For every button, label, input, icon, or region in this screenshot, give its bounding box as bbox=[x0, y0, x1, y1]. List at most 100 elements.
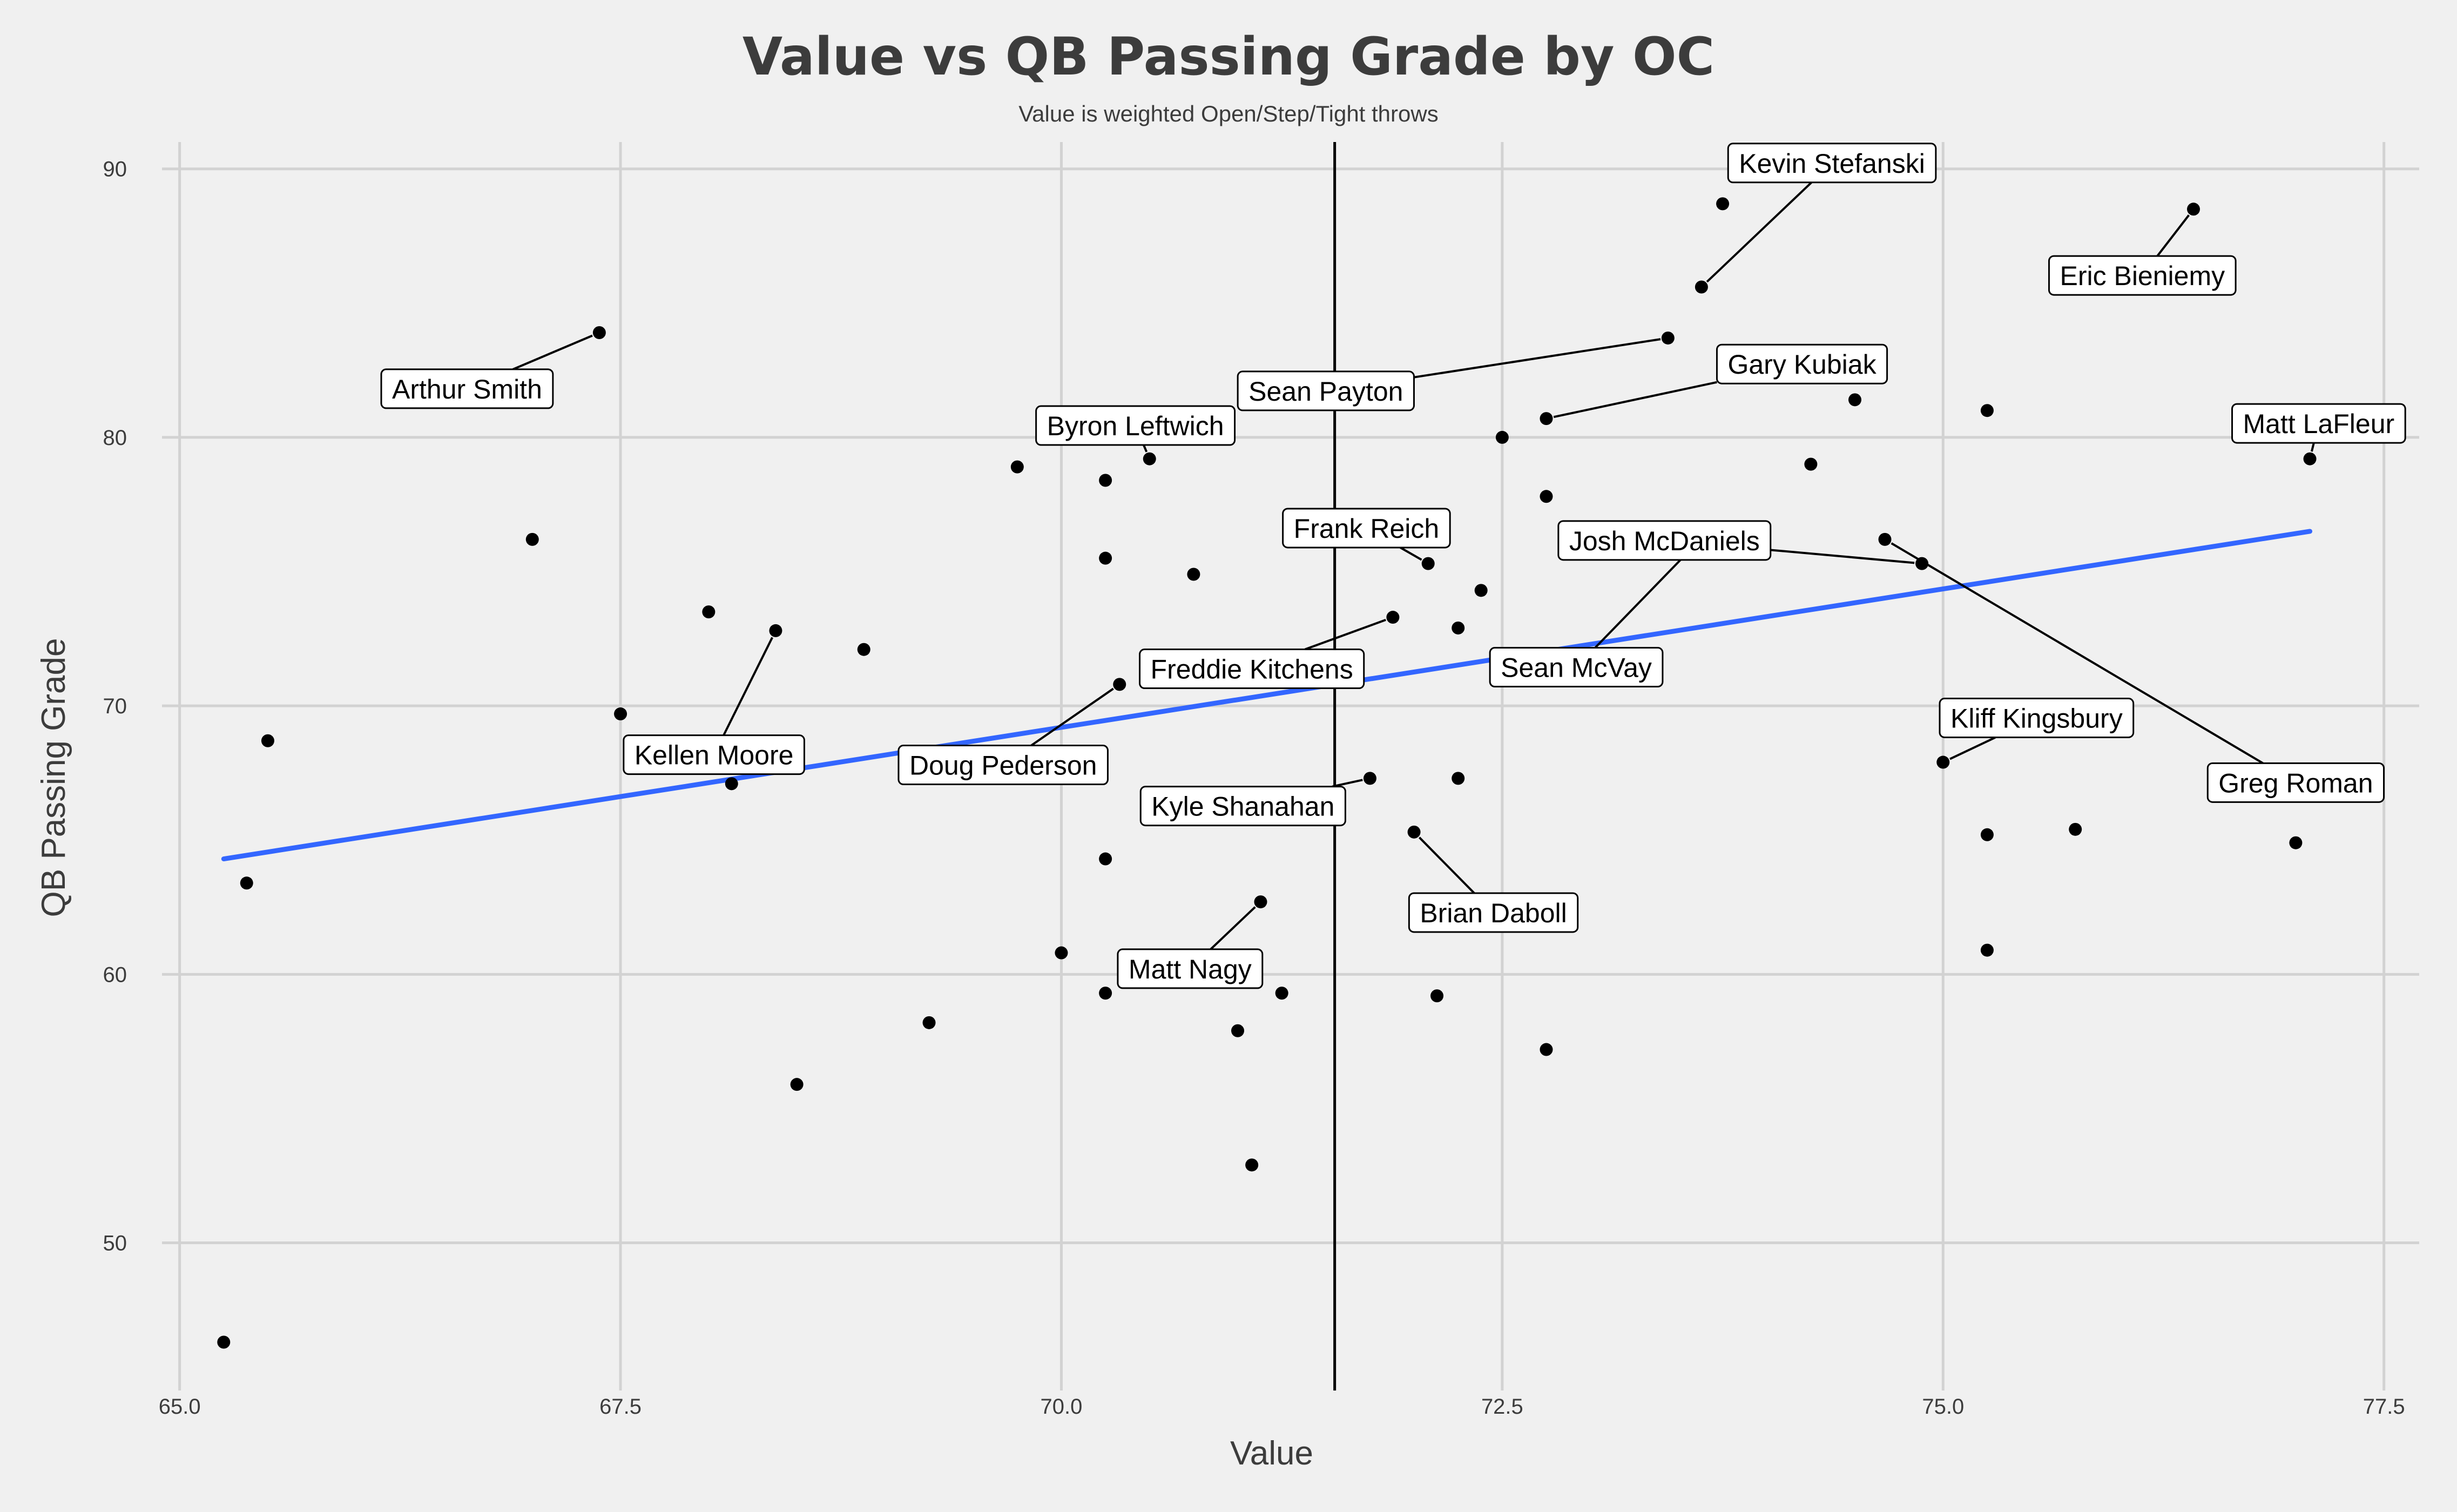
label-leader-line bbox=[1030, 687, 1114, 747]
point-label-box bbox=[1117, 948, 1264, 989]
data-point bbox=[769, 624, 782, 637]
data-point bbox=[857, 643, 870, 656]
x-tick-label: 75.0 bbox=[1922, 1395, 1964, 1419]
data-point bbox=[1099, 987, 1112, 1000]
data-point bbox=[1099, 852, 1112, 866]
y-tick-label: 50 bbox=[103, 1232, 127, 1256]
data-point bbox=[1804, 457, 1818, 471]
data-point bbox=[1407, 825, 1421, 839]
label-leader-line bbox=[1414, 338, 1661, 379]
data-point bbox=[1363, 772, 1376, 785]
point-label: Brian Daboll bbox=[1408, 892, 1579, 933]
label-leader-line bbox=[1332, 779, 1363, 788]
data-point bbox=[1187, 568, 1200, 581]
y-tick-label: 90 bbox=[103, 158, 127, 181]
point-label-text: Gary Kubiak bbox=[1727, 349, 1877, 380]
data-point bbox=[217, 1335, 231, 1349]
point-label-text: Sean McVay bbox=[1501, 653, 1652, 683]
label-leader-line bbox=[1143, 444, 1148, 453]
data-point bbox=[725, 777, 738, 791]
x-tick-label: 65.0 bbox=[159, 1395, 201, 1419]
data-point bbox=[1452, 621, 1465, 634]
point-label: Freddie Kitchens bbox=[1139, 649, 1365, 690]
x-axis-title: Value bbox=[1230, 1435, 1313, 1472]
point-label-text: Brian Daboll bbox=[1420, 898, 1567, 928]
point-label: Kyle Shanahan bbox=[1139, 786, 1346, 827]
point-label-text: Matt LaFleur bbox=[2243, 409, 2395, 439]
data-point bbox=[1474, 584, 1488, 597]
point-label-box bbox=[1035, 405, 1236, 446]
label-leader-lines bbox=[512, 181, 2315, 950]
label-leader-line bbox=[1553, 381, 1717, 418]
data-point bbox=[1143, 452, 1156, 465]
data-point bbox=[261, 734, 274, 747]
data-point bbox=[2289, 836, 2303, 849]
data-point bbox=[1055, 946, 1068, 960]
data-point bbox=[1980, 828, 1994, 841]
data-point bbox=[525, 532, 539, 546]
point-label-text: Kevin Stefanski bbox=[1739, 148, 1925, 179]
point-label-text: Kyle Shanahan bbox=[1151, 792, 1334, 822]
point-labels: Kevin Stefanski Eric Bieniemy Arthur Smith… bbox=[380, 143, 2406, 989]
label-leader-line bbox=[1891, 542, 2264, 765]
label-leader-line bbox=[2310, 442, 2315, 452]
data-point bbox=[1386, 611, 1400, 624]
label-leader-line bbox=[1210, 906, 1256, 950]
data-point bbox=[1275, 987, 1288, 1000]
data-point bbox=[1113, 678, 1126, 691]
point-label-box bbox=[1408, 892, 1579, 933]
point-label-box bbox=[380, 368, 554, 409]
data-point bbox=[1231, 1024, 1245, 1037]
x-tick-label: 70.0 bbox=[1041, 1395, 1083, 1419]
label-leader-line bbox=[1594, 557, 1683, 649]
data-point bbox=[1695, 280, 1708, 294]
point-label-box bbox=[897, 745, 1109, 786]
point-label: Josh McDaniels bbox=[1557, 520, 1772, 561]
data-point bbox=[1245, 1158, 1259, 1172]
data-point bbox=[1915, 557, 1929, 570]
point-label: Kliff Kingsbury bbox=[1939, 698, 2135, 739]
data-point bbox=[922, 1016, 936, 1029]
label-leader-line bbox=[723, 637, 773, 736]
data-point bbox=[1878, 532, 1892, 546]
chart-subtitle: Value is weighted Open/Step/Tight throws bbox=[1018, 101, 1438, 126]
data-point bbox=[1716, 197, 1730, 211]
point-label-box bbox=[2231, 403, 2406, 444]
y-tick-label: 80 bbox=[103, 426, 127, 450]
data-point bbox=[1010, 460, 1024, 474]
label-leader-line bbox=[2156, 214, 2190, 257]
point-label-text: Matt Nagy bbox=[1129, 954, 1252, 984]
point-label-box bbox=[2206, 762, 2385, 803]
data-point bbox=[592, 326, 606, 340]
x-tick-label: 72.5 bbox=[1481, 1395, 1523, 1419]
point-label: Doug Pederson bbox=[897, 745, 1109, 786]
point-label-box bbox=[2048, 255, 2237, 296]
data-point bbox=[1936, 755, 1950, 769]
point-label-text: Greg Roman bbox=[2218, 768, 2373, 798]
point-label: Gary Kubiak bbox=[1716, 343, 1888, 384]
data-point bbox=[1848, 393, 1861, 407]
label-leader-line bbox=[1418, 836, 1475, 894]
chart-title: Value vs QB Passing Grade by OC bbox=[742, 26, 1714, 87]
point-label: Frank Reich bbox=[1282, 508, 1451, 549]
point-label-text: Doug Pederson bbox=[909, 751, 1097, 781]
point-label-box bbox=[623, 734, 805, 775]
x-tick-label: 67.5 bbox=[599, 1395, 642, 1419]
data-point bbox=[1540, 490, 1553, 503]
data-point bbox=[2187, 202, 2200, 216]
point-label: Byron Leftwich bbox=[1035, 405, 1236, 446]
data-point bbox=[1980, 943, 1994, 957]
point-label-text: Frank Reich bbox=[1294, 514, 1440, 544]
y-axis-title: QB Passing Grade bbox=[35, 638, 72, 917]
data-point bbox=[1452, 772, 1465, 785]
point-label: Sean Payton bbox=[1237, 370, 1415, 411]
point-label: Matt Nagy bbox=[1117, 948, 1264, 989]
point-label-text: Eric Bieniemy bbox=[2060, 261, 2225, 291]
point-label-box bbox=[1282, 508, 1451, 549]
label-leader-line bbox=[512, 334, 593, 370]
label-leader-line bbox=[1770, 549, 1915, 564]
data-point bbox=[1540, 412, 1553, 426]
point-label-box bbox=[1139, 786, 1346, 827]
